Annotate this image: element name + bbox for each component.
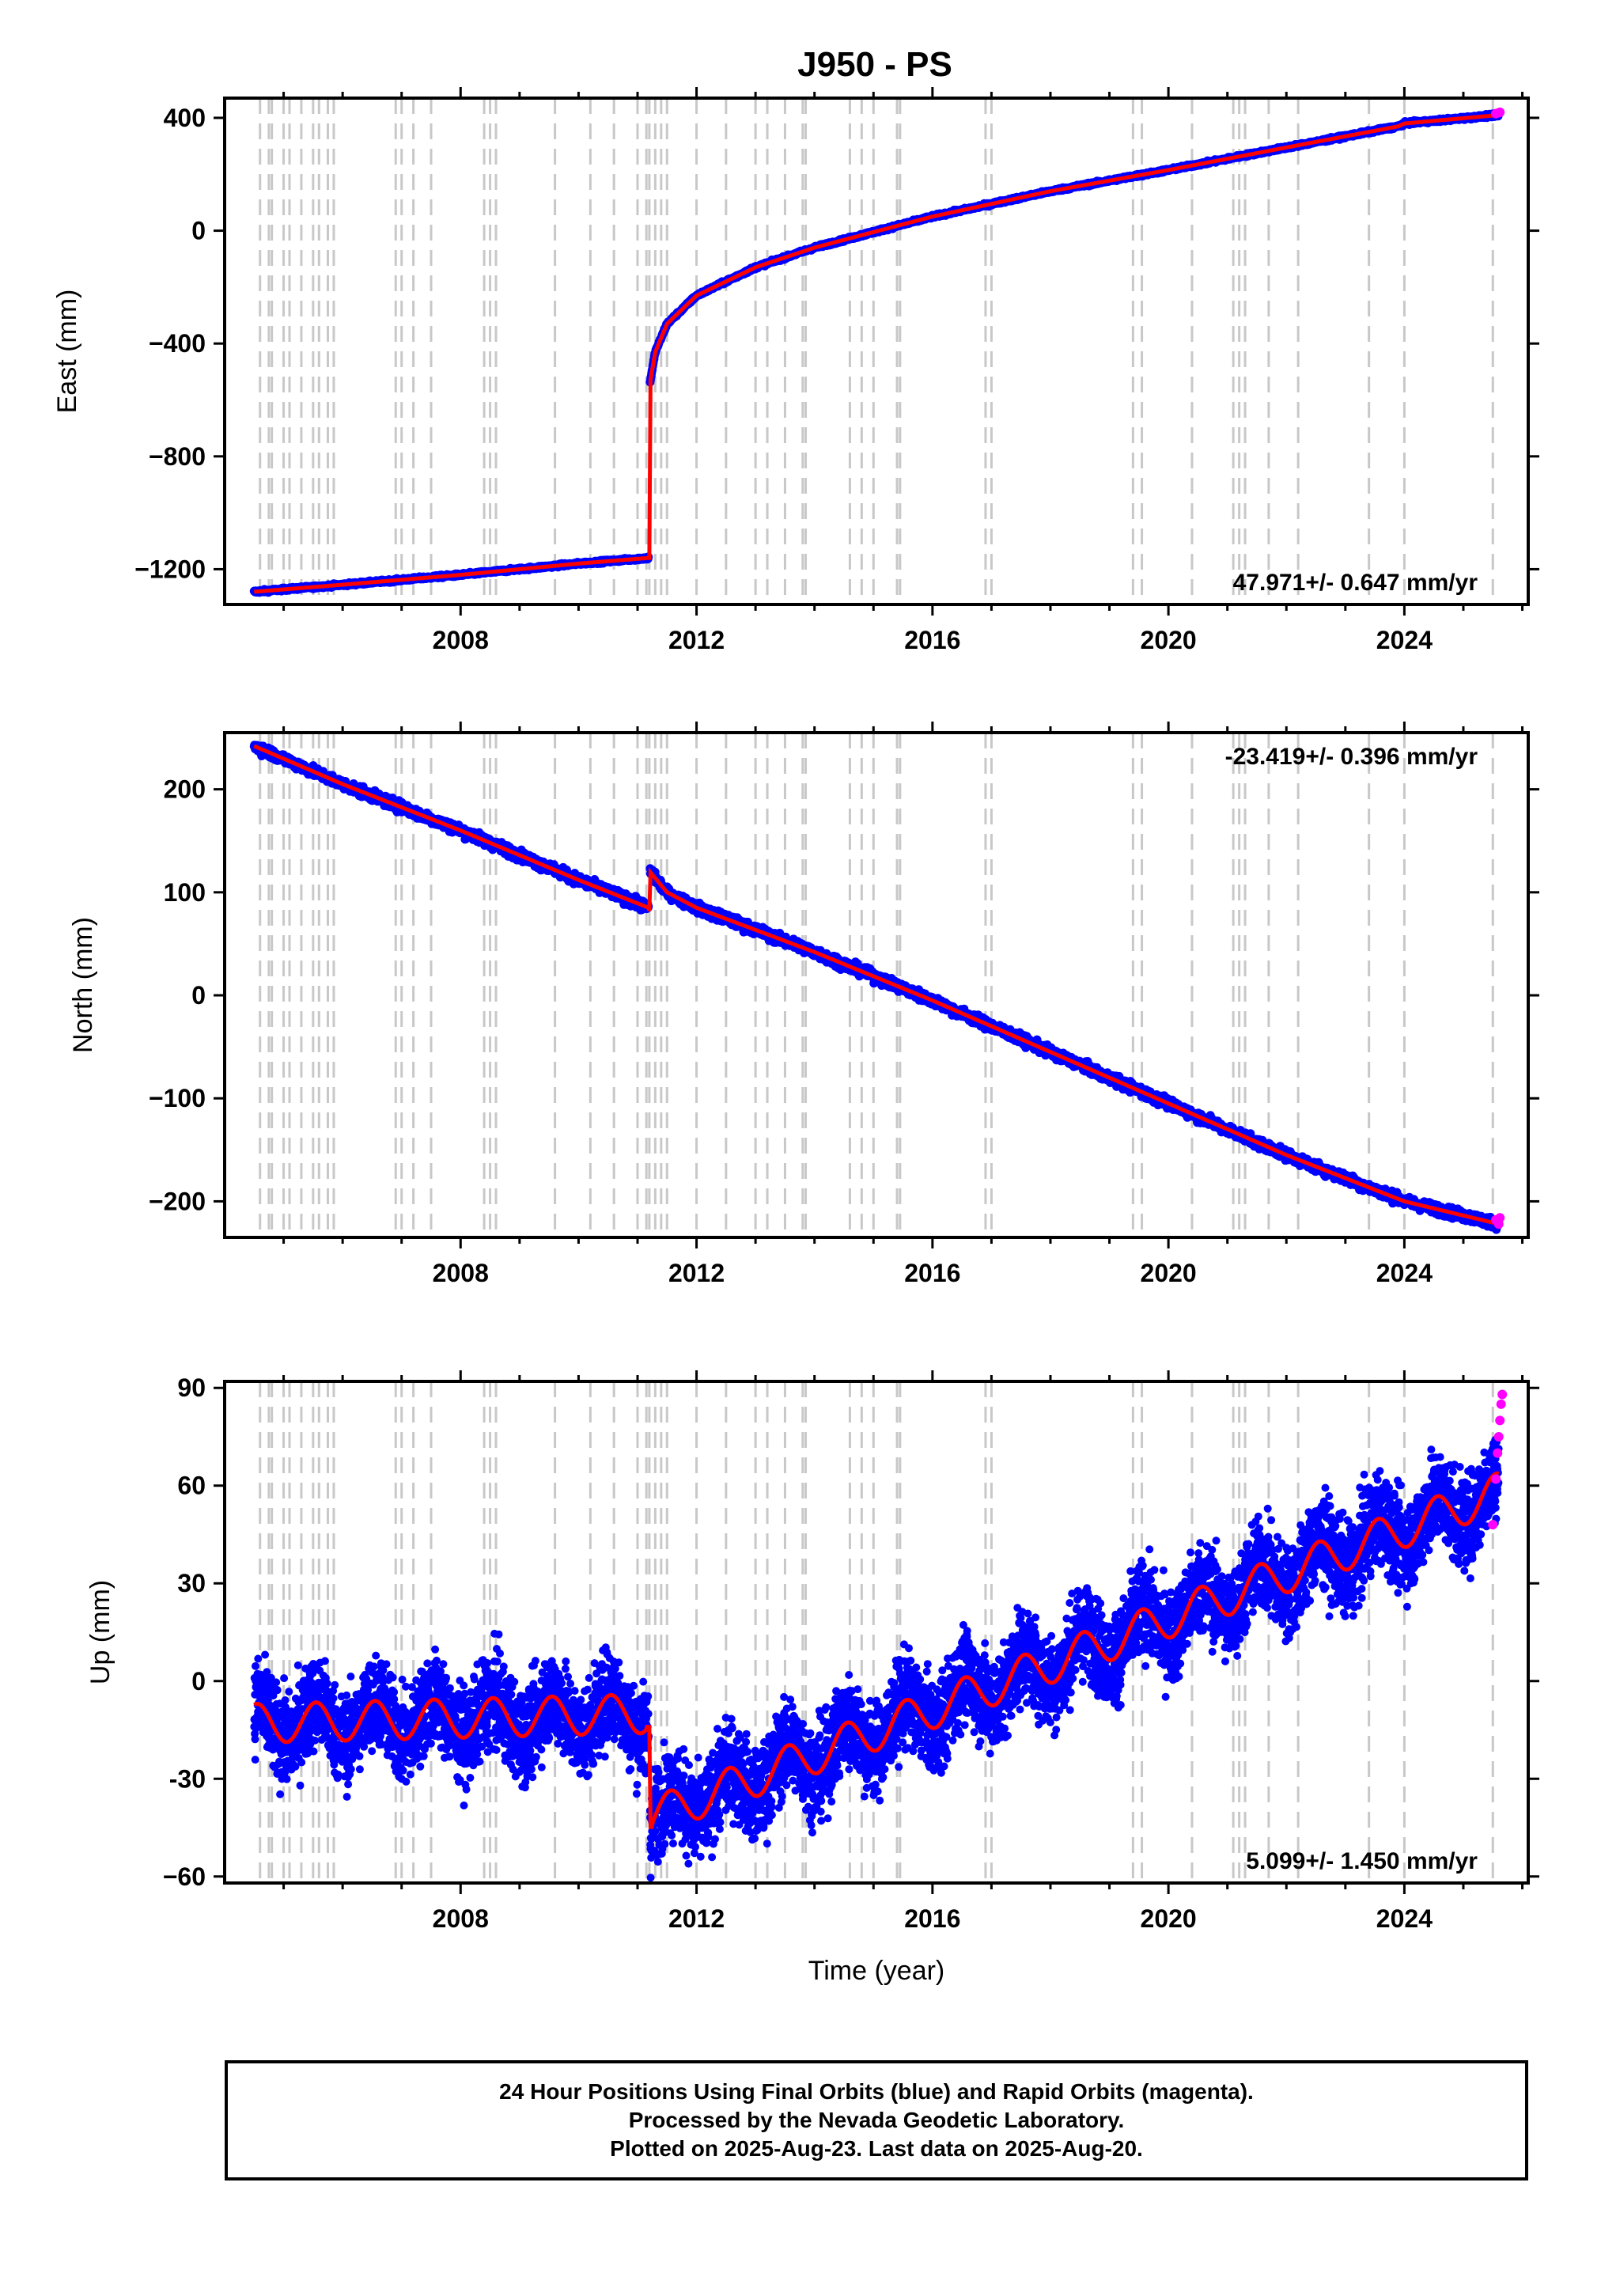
x-tick-label: 2012 bbox=[668, 626, 725, 654]
north-event-lines bbox=[259, 733, 1494, 1237]
y-tick-label: −400 bbox=[149, 329, 206, 358]
rapid-point bbox=[1495, 107, 1505, 117]
east-panel: 2008 2012 2016 2020 2024 −1200 −800 −400 0 400 Eas… bbox=[52, 87, 1539, 654]
north-panel: 2008 2012 2016 2020 2024−200−1000100200North… bbox=[68, 722, 1539, 1287]
chart-title: J950 - PS bbox=[797, 45, 952, 84]
y-tick-label: 400 bbox=[164, 104, 206, 132]
x-tick-label: 2016 bbox=[904, 626, 960, 654]
east-rapid-points bbox=[1490, 107, 1505, 119]
north-final-points bbox=[249, 741, 1503, 1234]
y-tick-label: −800 bbox=[149, 442, 206, 471]
rate-label: 47.971+/- 0.647 mm/yr bbox=[1233, 570, 1478, 596]
east-frame bbox=[223, 97, 1530, 606]
y-tick-label: 0 bbox=[191, 217, 206, 245]
x-tick-label: 2020 bbox=[1141, 626, 1197, 654]
east-final-points bbox=[249, 109, 1503, 597]
east-event-lines bbox=[259, 98, 1494, 604]
y-axis-label: East (mm) bbox=[52, 290, 82, 414]
y-tick-label: −1200 bbox=[134, 555, 206, 583]
east-model-line bbox=[253, 112, 1499, 594]
x-tick-label: 2008 bbox=[433, 626, 489, 654]
x-tick-label: 2024 bbox=[1376, 626, 1433, 654]
